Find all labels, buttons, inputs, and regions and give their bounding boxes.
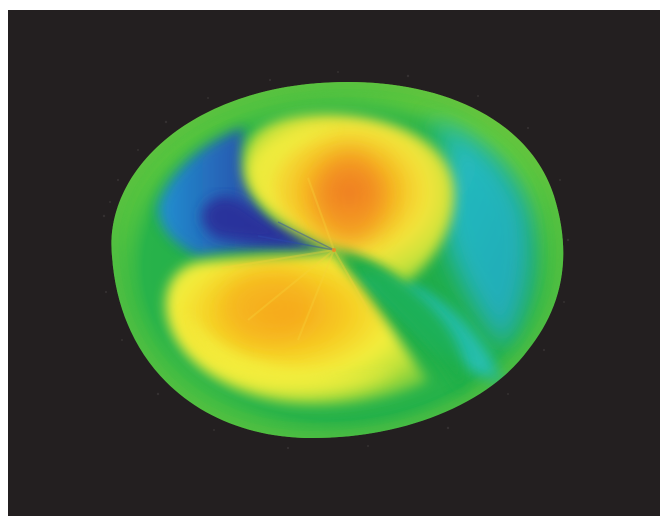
hot-spot-lower bbox=[224, 272, 316, 340]
render-canvas bbox=[8, 10, 660, 516]
blue-band-left bbox=[158, 128, 334, 256]
radial-seams bbox=[221, 177, 369, 341]
color-surface-render bbox=[102, 71, 570, 450]
cyan-band-right bbox=[428, 118, 531, 348]
hot-spot-upper bbox=[316, 152, 384, 244]
outer-shade bbox=[111, 81, 564, 438]
green-swirl bbox=[338, 252, 465, 394]
yellow-ridge-lower bbox=[184, 310, 396, 389]
deep-blue-core bbox=[201, 196, 308, 243]
center-singularity bbox=[332, 248, 336, 252]
dark-seams bbox=[257, 221, 335, 251]
edge-noise bbox=[102, 71, 570, 450]
yellow-ridge-upper bbox=[252, 127, 338, 232]
